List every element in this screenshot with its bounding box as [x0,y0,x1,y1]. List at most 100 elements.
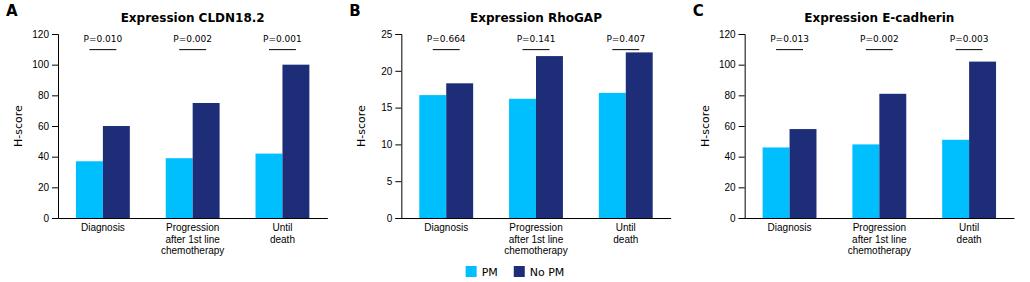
y-tick-mark [52,65,58,66]
y-tick-label: 5 [387,176,393,187]
x-tick-label: Diagnosis [81,222,125,233]
panel: 0510152025DiagnosisProgressionafter 1st … [349,2,671,256]
y-axis: 020406080100120 [32,29,58,224]
y-tick-mark [739,95,745,96]
p-value: P=0.002 [860,34,899,44]
x-tick-label: Progressionafter 1st linechemotherapy [161,222,224,256]
y-tick-label: 10 [381,139,393,150]
x-tick-label: Diagnosis [768,222,812,233]
panel-label: A [6,2,18,20]
title: Expression E-cadherin [804,11,954,25]
x-tick: Progressionafter 1st linechemotherapy [504,222,567,256]
legend: PM No PM [466,266,565,279]
y-tick-mark [395,181,401,182]
y-axis-title: H-score [699,105,712,147]
y-tick-mark [739,34,745,35]
y-tick: 100 [719,59,745,70]
bracket [433,49,460,50]
y-axis-title: H-score [12,105,25,147]
y-tick-label: 40 [38,151,50,162]
x-tick: Diagnosis [768,222,812,233]
x-axis: Diagnosis Progressionafter 1st linechemot… [59,219,328,257]
y-tick: 25 [381,29,401,40]
annotations: P=0.010P=0.002P=0.001 [84,34,302,49]
x-axis: Diagnosis Progressionafter 1st linechemot… [745,219,1014,257]
x-axis-line [745,218,1014,219]
y-axis-line [739,35,746,219]
bar [419,95,446,218]
bar [626,52,653,218]
y-tick-mark [395,218,401,219]
y-tick: 20 [38,182,58,193]
y-tick-mark [395,34,401,35]
bracket [89,49,116,50]
bar [446,83,473,218]
bracket [612,49,639,50]
y-tick-label: 25 [381,29,393,40]
p-value: P=0.407 [606,34,645,44]
y-tick-mark [52,187,58,188]
x-tick: Diagnosis [424,222,468,233]
plot-area: 0510152025DiagnosisProgressionafter 1st … [381,29,671,256]
bar [969,62,996,218]
bracket [523,49,550,50]
y-tick: 120 [719,29,745,40]
y-tick-label: 80 [38,90,50,101]
y-axis-line [395,35,402,219]
y-tick: 40 [725,151,745,162]
y-tick-mark [395,108,401,109]
bar [256,154,283,218]
bar [763,147,790,218]
legend-swatch [466,266,477,277]
y-tick: 120 [32,29,58,40]
bar [193,103,220,218]
bar [76,161,103,218]
y-tick-mark [395,144,401,145]
y-axis-title: H-score [355,105,368,147]
x-tick-label: Diagnosis [424,222,468,233]
bar [282,65,309,218]
legend-item: No PM [514,266,565,279]
y-tick: 0 [387,213,402,224]
plot-area: 020406080100120DiagnosisProgressionafter… [32,29,328,256]
y-tick-label: 15 [381,102,393,113]
x-tick: Progressionafter 1st linechemotherapy [161,222,224,256]
x-tick: Progressionafter 1st linechemotherapy [848,222,911,256]
y-tick-label: 120 [719,29,736,40]
x-tick: Untildeath [270,222,295,245]
legend-item: PM [466,266,498,279]
p-value: P=0.664 [427,34,466,44]
bar-series [103,65,309,218]
panel: 020406080100120DiagnosisProgressionafter… [693,2,1015,256]
p-value: P=0.003 [950,34,989,44]
bar [166,158,193,218]
y-tick: 0 [730,213,745,224]
y-tick-mark [52,126,58,127]
y-tick: 0 [43,213,58,224]
bar [852,144,879,218]
y-tick-mark [52,95,58,96]
y-tick: 80 [725,90,745,101]
y-tick-label: 0 [43,213,49,224]
bar-series [446,52,652,218]
bracket [179,49,206,50]
p-value: P=0.141 [517,34,556,44]
p-value: P=0.002 [173,34,212,44]
y-tick-mark [395,71,401,72]
y-tick-label: 60 [38,121,50,132]
panel-label: C [693,2,704,20]
y-tick-label: 20 [38,182,50,193]
y-tick-label: 60 [725,121,737,132]
y-axis: 0510152025 [381,29,402,224]
y-tick-label: 0 [387,213,393,224]
title: Expression CLDN18.2 [121,11,265,25]
bars [763,62,996,218]
y-tick-mark [52,157,58,158]
y-tick-mark [52,34,58,35]
y-tick-mark [739,218,745,219]
y-tick: 5 [387,176,402,187]
x-tick-label: Progressionafter 1st linechemotherapy [504,222,567,256]
x-axis: Diagnosis Progressionafter 1st linechemot… [402,219,671,257]
panel-label: B [349,2,360,20]
annotations: P=0.664 P=0.141 P=0.407 [427,34,645,49]
